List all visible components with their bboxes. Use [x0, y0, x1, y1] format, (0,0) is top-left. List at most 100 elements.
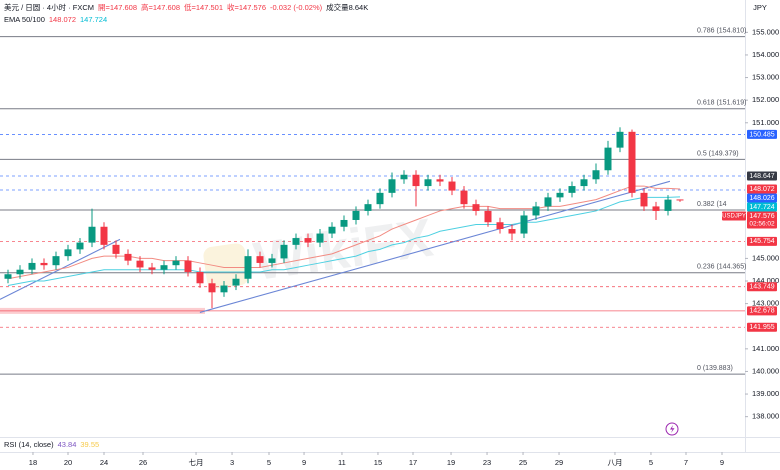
price-label: 142.678 — [749, 308, 774, 315]
candle-body — [40, 262, 48, 266]
candle-body — [448, 181, 456, 191]
price-label: 147.576 — [749, 213, 774, 220]
y-tick-label: 155.000 — [752, 27, 779, 36]
symbol-tag-bg — [722, 211, 746, 221]
header-stat: 低=147.501 — [184, 2, 223, 12]
y-tick-label: 145.000 — [752, 253, 779, 262]
candle-body — [556, 192, 564, 198]
x-tick-label: 9 — [720, 458, 724, 467]
price-label: 145.754 — [749, 238, 774, 245]
price-label: 143.749 — [749, 284, 774, 291]
y-tick-label: 154.000 — [752, 50, 779, 59]
candle-body — [268, 258, 276, 263]
candle-body — [352, 210, 360, 220]
y-tick-label: 140.000 — [752, 366, 779, 375]
candle-body — [628, 131, 636, 193]
candle-body — [76, 242, 84, 250]
candle-body — [112, 244, 120, 254]
candle-body — [508, 229, 516, 234]
candle-body — [316, 233, 324, 243]
price-label: 148.647 — [749, 173, 774, 180]
candle-body — [280, 244, 288, 259]
candle-body — [340, 219, 348, 227]
x-tick-label: 7 — [684, 458, 688, 467]
candle-body — [292, 238, 300, 245]
x-tick-label: 9 — [302, 458, 306, 467]
candle-body — [136, 260, 144, 268]
indicator-value: 147.724 — [80, 15, 107, 24]
candle-body — [4, 274, 12, 279]
price-label: 141.955 — [749, 324, 774, 331]
candle-body — [676, 199, 684, 201]
ema-line — [7, 196, 681, 287]
header-stat: 收=147.576 — [227, 2, 266, 12]
candle-body — [604, 147, 612, 171]
x-tick-label: 20 — [64, 458, 72, 467]
x-tick-label: 七月 — [189, 458, 204, 467]
x-tick-label: 11 — [338, 458, 346, 467]
x-tick-label: 5 — [649, 458, 653, 467]
x-tick-label: 23 — [483, 458, 491, 467]
candle-body — [652, 206, 660, 211]
fib-label: 0 (139.883) — [697, 365, 733, 372]
price-label-bg — [747, 282, 777, 292]
candle-body — [412, 174, 420, 187]
header-symbol: 美元 / 日圆 · 4小时 · FXCM — [4, 2, 94, 12]
candle-body — [616, 131, 624, 148]
candle-body — [640, 192, 648, 207]
candle-body — [220, 285, 228, 293]
candle-body — [124, 253, 132, 261]
y-tick-label: 151.000 — [752, 118, 779, 127]
candle-body — [160, 265, 168, 270]
x-tick-label: 15 — [374, 458, 382, 467]
candle-body — [304, 238, 312, 243]
rsi-value: 39.55 — [80, 440, 99, 449]
indicator-value: 148.072 — [49, 15, 76, 24]
candle-body — [544, 197, 552, 207]
candle-body — [592, 170, 600, 180]
price-label-bg — [747, 236, 777, 246]
x-tick-label: 八月 — [607, 458, 622, 467]
candle-body — [28, 262, 36, 270]
header-stat: 高=147.608 — [141, 2, 180, 12]
candle-body — [148, 267, 156, 270]
x-tick-label: 18 — [29, 458, 37, 467]
candle-body — [424, 179, 432, 187]
x-tick-label: 26 — [139, 458, 147, 467]
x-tick-label: 3 — [230, 458, 234, 467]
candle-body — [436, 179, 444, 182]
candle-body — [664, 199, 672, 211]
price-label: 148.072 — [749, 186, 774, 193]
candle-body — [208, 283, 216, 293]
fib-label: 0.382 (14 — [697, 201, 727, 208]
price-label-bg — [747, 129, 777, 139]
price-label: 148.026 — [749, 195, 774, 202]
x-tick-label: 24 — [100, 458, 108, 467]
y-tick-label: 138.000 — [752, 412, 779, 421]
x-tick-label: 19 — [447, 458, 455, 467]
y-tick-label: 153.000 — [752, 73, 779, 82]
trendline — [199, 180, 671, 313]
rsi-label: RSI (14, close) — [4, 440, 54, 449]
axis-unit: JPY — [753, 3, 767, 12]
ema-line — [7, 185, 681, 280]
price-label-bg — [747, 211, 777, 229]
y-tick-label: 143.000 — [752, 299, 779, 308]
symbol-tag: USDJPY — [722, 214, 746, 220]
candle-body — [232, 278, 240, 286]
price-label: 147.724 — [749, 204, 774, 211]
x-tick-label: 29 — [555, 458, 563, 467]
candle-body — [568, 186, 576, 193]
candle-body — [244, 256, 252, 279]
price-label: 150.485 — [749, 131, 774, 138]
rsi-value: 43.84 — [58, 440, 77, 449]
candle-body — [580, 179, 588, 187]
candle-body — [64, 249, 72, 257]
fib-label: 0.5 (149.379) — [697, 150, 739, 157]
candle-body — [256, 256, 264, 263]
price-label-bg — [747, 202, 777, 212]
candle-body — [532, 206, 540, 216]
y-tick-label: 139.000 — [752, 389, 779, 398]
